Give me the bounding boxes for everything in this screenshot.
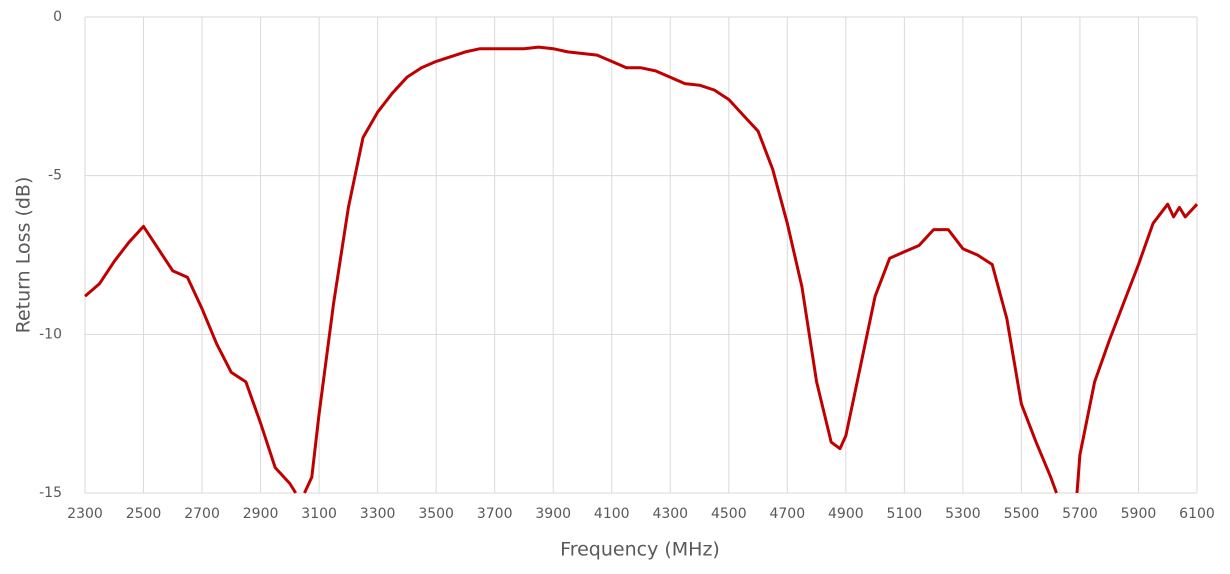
x-tick-label: 5300 bbox=[945, 506, 981, 522]
y-axis-title: Return Loss (dB) bbox=[13, 177, 35, 334]
y-tick-label: -15 bbox=[39, 485, 62, 501]
x-tick-label: 5100 bbox=[887, 506, 923, 522]
x-tick-label: 2500 bbox=[126, 506, 162, 522]
x-tick-label: 3300 bbox=[360, 506, 396, 522]
x-tick-label: 6100 bbox=[1179, 506, 1215, 522]
x-tick-label: 2700 bbox=[184, 506, 220, 522]
x-axis-title: Frequency (MHz) bbox=[560, 539, 720, 561]
x-tick-label: 4900 bbox=[828, 506, 864, 522]
data-line bbox=[84, 45, 1199, 494]
x-tick-label: 4700 bbox=[769, 506, 805, 522]
x-tick-label: 4500 bbox=[711, 506, 747, 522]
x-tick-label: 3700 bbox=[477, 506, 513, 522]
y-tick-label: -5 bbox=[48, 168, 62, 184]
x-tick-label: 4300 bbox=[652, 506, 688, 522]
y-tick-label: 0 bbox=[53, 9, 62, 25]
x-tick-label: 2300 bbox=[67, 506, 103, 522]
x-tick-label: 2900 bbox=[243, 506, 279, 522]
x-tick-label: 3500 bbox=[418, 506, 454, 522]
x-tick-label: 5500 bbox=[1004, 506, 1040, 522]
y-tick-label: -10 bbox=[39, 326, 62, 342]
x-tick-label: 3100 bbox=[301, 506, 337, 522]
x-tick-label: 4100 bbox=[594, 506, 630, 522]
x-tick-label: 5900 bbox=[1121, 506, 1157, 522]
x-tick-label: 5700 bbox=[1062, 506, 1098, 522]
x-tick-label: 3900 bbox=[535, 506, 571, 522]
